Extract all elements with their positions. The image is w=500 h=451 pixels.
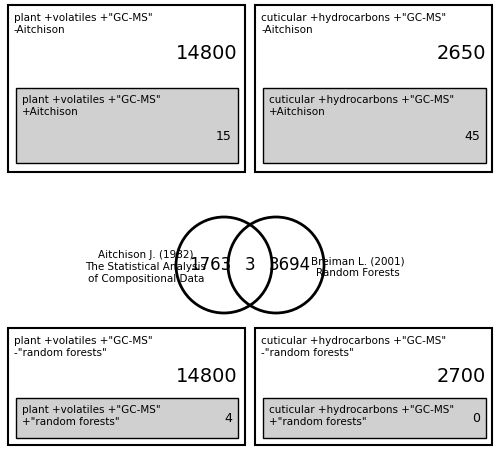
- Text: Random Forests: Random Forests: [316, 268, 400, 278]
- Text: cuticular +hydrocarbons +"GC-MS": cuticular +hydrocarbons +"GC-MS": [269, 405, 454, 415]
- Text: +"random forests": +"random forests": [22, 417, 120, 427]
- Text: of Compositional Data: of Compositional Data: [88, 274, 204, 284]
- Text: 4: 4: [224, 412, 232, 425]
- Text: 14800: 14800: [176, 367, 238, 386]
- Text: 45: 45: [464, 130, 480, 143]
- Text: Breiman L. (2001): Breiman L. (2001): [311, 256, 405, 266]
- Bar: [255, 5, 492, 172]
- Text: 15: 15: [216, 130, 232, 143]
- Text: 3: 3: [244, 256, 256, 274]
- Text: Aitchison J. (1982): Aitchison J. (1982): [98, 250, 194, 260]
- Text: +Aitchison: +Aitchison: [269, 107, 326, 117]
- Text: The Statistical Analysis: The Statistical Analysis: [86, 262, 206, 272]
- Bar: [16, 88, 238, 163]
- Bar: [16, 398, 238, 438]
- Text: plant +volatiles +"GC-MS": plant +volatiles +"GC-MS": [22, 405, 160, 415]
- Text: 1763: 1763: [189, 256, 231, 274]
- Text: 2650: 2650: [436, 44, 486, 63]
- Text: -Aitchison: -Aitchison: [261, 25, 312, 35]
- Bar: [255, 328, 492, 445]
- Text: 2700: 2700: [437, 367, 486, 386]
- Text: plant +volatiles +"GC-MS": plant +volatiles +"GC-MS": [22, 95, 160, 105]
- Text: +"random forests": +"random forests": [269, 417, 366, 427]
- Bar: [8, 328, 245, 445]
- Text: 3694: 3694: [269, 256, 311, 274]
- Bar: [263, 88, 486, 163]
- Text: -"random forests": -"random forests": [14, 348, 107, 358]
- Text: 14800: 14800: [176, 44, 238, 63]
- Bar: [8, 5, 245, 172]
- Text: plant +volatiles +"GC-MS": plant +volatiles +"GC-MS": [14, 13, 152, 23]
- Text: cuticular +hydrocarbons +"GC-MS": cuticular +hydrocarbons +"GC-MS": [269, 95, 454, 105]
- Text: -"random forests": -"random forests": [261, 348, 354, 358]
- Text: -Aitchison: -Aitchison: [14, 25, 66, 35]
- Text: 0: 0: [472, 412, 480, 425]
- Text: cuticular +hydrocarbons +"GC-MS": cuticular +hydrocarbons +"GC-MS": [261, 13, 446, 23]
- Text: cuticular +hydrocarbons +"GC-MS": cuticular +hydrocarbons +"GC-MS": [261, 336, 446, 346]
- Text: plant +volatiles +"GC-MS": plant +volatiles +"GC-MS": [14, 336, 152, 346]
- Text: +Aitchison: +Aitchison: [22, 107, 79, 117]
- Bar: [263, 398, 486, 438]
